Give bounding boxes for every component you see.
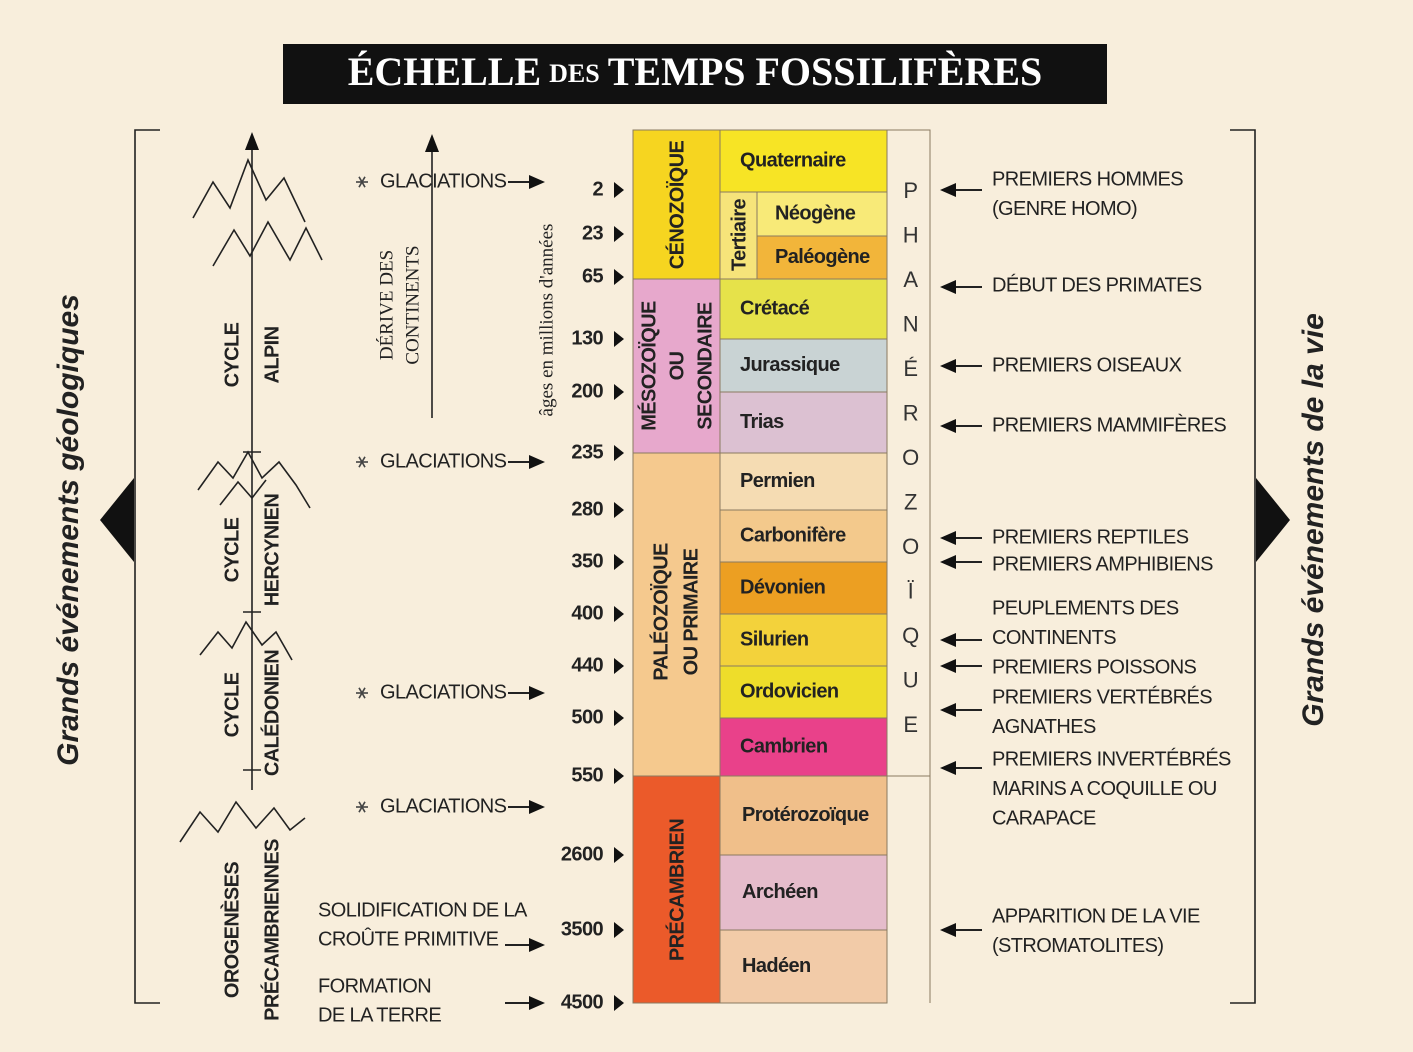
life-event-label: DÉBUT DES PRIMATES bbox=[992, 273, 1202, 296]
age-label: 235 bbox=[571, 441, 603, 463]
period-label: Paléogène bbox=[775, 246, 870, 268]
title: ÉCHELLE DES TEMPS FOSSILIFÈRES bbox=[348, 49, 1043, 94]
period-label: Jurassique bbox=[740, 354, 840, 376]
life-event-label: PEUPLEMENTS DES bbox=[992, 597, 1179, 619]
period-label: Cambrien bbox=[740, 735, 827, 757]
left-heading: Grands événements géologiques bbox=[52, 294, 85, 766]
glaciation-label: GLACIATIONS bbox=[380, 450, 507, 472]
life-event-label: APPARITION DE LA VIE bbox=[992, 905, 1200, 927]
cycle-label: CYCLE bbox=[221, 517, 243, 582]
glaciation-label: GLACIATIONS bbox=[380, 170, 507, 192]
era-label: PRÉCAMBRIEN bbox=[665, 819, 688, 961]
title-part: TEMPS FOSSILIFÈRES bbox=[608, 49, 1043, 94]
life-event-label: (GENRE HOMO) bbox=[992, 198, 1137, 220]
title-part: DES bbox=[549, 59, 600, 88]
life-event-label: PREMIERS HOMMES bbox=[992, 168, 1183, 190]
life-event-label: PREMIERS OISEAUX bbox=[992, 354, 1182, 376]
period-label: Quaternaire bbox=[740, 149, 846, 171]
cycle-label: ALPIN bbox=[261, 326, 283, 383]
life-event-label: PREMIERS POISSONS bbox=[992, 656, 1197, 678]
life-event-label: PREMIERS INVERTÉBRÉS bbox=[992, 747, 1231, 770]
cycle-label: CYCLE bbox=[221, 322, 243, 387]
era-label: CÉNOZOÏQUE bbox=[665, 141, 688, 270]
period-label: Crétacé bbox=[740, 297, 810, 319]
cycle-label: CYCLE bbox=[221, 672, 243, 737]
glaciation-label: GLACIATIONS bbox=[380, 681, 507, 703]
age-label: 130 bbox=[571, 327, 603, 349]
life-event-label: MARINS A COQUILLE OU bbox=[992, 778, 1217, 800]
eon-label: PHANÉROZOÏQUE bbox=[898, 178, 923, 757]
life-event-label: PREMIERS VERTÉBRÉS bbox=[992, 685, 1212, 708]
right-heading: Grands événements de la vie bbox=[1297, 313, 1330, 727]
life-event-label: AGNATHES bbox=[992, 716, 1096, 738]
infographic: ÉCHELLE DES TEMPS FOSSILIFÈRES Grands évén… bbox=[0, 0, 1413, 1052]
life-event-label: PREMIERS REPTILES bbox=[992, 526, 1189, 548]
age-label: 65 bbox=[582, 265, 604, 287]
title-part: ÉCHELLE bbox=[348, 49, 541, 94]
age-label: 280 bbox=[571, 498, 603, 520]
cycle-label: PRÉCAMBRIENNES bbox=[260, 839, 283, 1021]
life-event-label: CONTINENTS bbox=[992, 627, 1116, 649]
period-label: Permien bbox=[740, 470, 815, 492]
drift-label: CONTINENTS bbox=[402, 245, 423, 364]
period-label: Dévonien bbox=[740, 576, 825, 598]
cycle-label: CALÉDONIEN bbox=[260, 650, 283, 776]
life-event-label: PREMIERS MAMMIFÈRES bbox=[992, 413, 1226, 436]
event-label: CROÛTE PRIMITIVE bbox=[318, 927, 499, 950]
event-label: DE LA TERRE bbox=[318, 1004, 441, 1026]
era-label: OU PRIMAIRE bbox=[680, 548, 702, 675]
age-label: 3500 bbox=[561, 918, 604, 940]
age-label: 23 bbox=[582, 222, 604, 244]
drift-label: DÉRIVE DES bbox=[375, 250, 397, 360]
age-label: 500 bbox=[571, 706, 603, 728]
age-label: 2600 bbox=[561, 843, 604, 865]
subera-label: Tertiaire bbox=[728, 199, 750, 272]
era-label: OU bbox=[666, 351, 688, 380]
era-block bbox=[633, 453, 720, 776]
period-label: Hadéen bbox=[742, 955, 811, 977]
era-label: PALÉOZOÏQUE bbox=[649, 543, 672, 681]
period-label: Néogène bbox=[775, 202, 856, 224]
period-label: Protérozoïque bbox=[742, 804, 869, 826]
age-label: 400 bbox=[571, 602, 603, 624]
era-label: MÉSOZOÏQUE bbox=[637, 301, 660, 431]
period-label: Silurien bbox=[740, 628, 809, 650]
glaciation-label: GLACIATIONS bbox=[380, 795, 507, 817]
period-label: Trias bbox=[740, 411, 784, 433]
age-label: 550 bbox=[571, 764, 603, 786]
cycle-label: OROGENÈSES bbox=[220, 862, 243, 999]
life-event-label: PREMIERS AMPHIBIENS bbox=[992, 553, 1213, 575]
age-label: 200 bbox=[571, 380, 603, 402]
age-axis-label: âges en millions d'années bbox=[536, 224, 557, 417]
cycle-label: HERCYNIEN bbox=[261, 494, 283, 607]
event-label: SOLIDIFICATION DE LA bbox=[318, 899, 528, 921]
age-label: 2 bbox=[592, 178, 603, 200]
age-label: 440 bbox=[571, 654, 603, 676]
age-label: 350 bbox=[571, 550, 603, 572]
life-event-label: CARAPACE bbox=[992, 807, 1096, 829]
event-label: FORMATION bbox=[318, 975, 431, 997]
life-event-label: (STROMATOLITES) bbox=[992, 935, 1163, 957]
era-label: SECONDAIRE bbox=[694, 302, 716, 430]
period-label: Archéen bbox=[742, 881, 818, 903]
age-label: 4500 bbox=[561, 991, 604, 1013]
period-label: Carbonifère bbox=[740, 524, 846, 546]
period-label: Ordovicien bbox=[740, 680, 838, 702]
